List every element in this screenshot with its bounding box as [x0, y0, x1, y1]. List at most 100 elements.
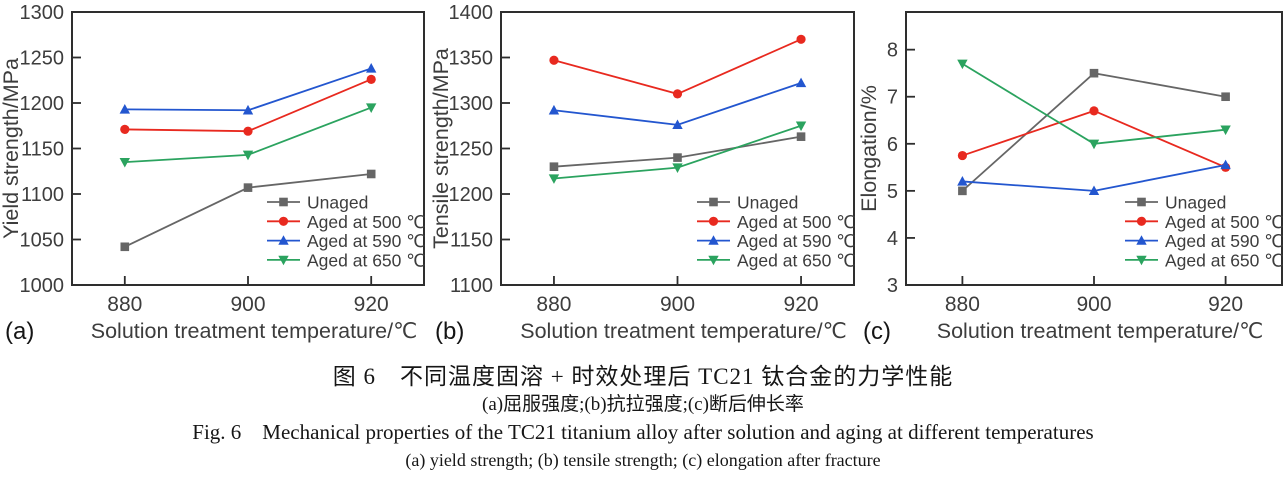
circle-marker — [243, 126, 253, 136]
x-tick-label: 900 — [1076, 293, 1111, 316]
caption-zh-subtitle: (a)屈服强度;(b)抗拉强度;(c)断后伸长率 — [482, 394, 804, 415]
y-tick-label: 1250 — [20, 48, 65, 70]
elongation-chart: 3 4 5 6 7 8 880 900 920 Elongation/% Solution trea… — [858, 11, 1284, 345]
triangle-up-marker — [708, 235, 719, 245]
y-tick-label: 7 — [887, 87, 898, 109]
triangle-down-marker — [672, 163, 683, 174]
y-axis-title: Tensile strength/MPa — [430, 48, 453, 249]
x-tick-label: 920 — [354, 293, 389, 316]
triangle-down-marker — [278, 255, 289, 266]
caption-zh-title: 图 6 不同温度固溶 + 时效处理后 TC21 钛合金的力学性能 — [332, 364, 954, 389]
legend-label-aged-at-650: Aged at 650 ℃ — [737, 250, 856, 270]
triangle-up-marker — [119, 103, 130, 114]
triangle-up-marker — [795, 77, 807, 88]
y-tick-label: 1250 — [449, 139, 494, 161]
square-marker — [709, 197, 718, 207]
triangle-down-marker — [119, 157, 130, 168]
triangle-up-marker — [278, 235, 289, 245]
x-axis-title: Solution treatment temperature/℃ — [91, 319, 418, 343]
y-tick-label: 1100 — [450, 275, 493, 297]
y-tick-label: 1050 — [20, 230, 65, 252]
series-line-aged-at-590 — [553, 82, 802, 126]
square-marker — [366, 169, 376, 179]
x-tick-label: 880 — [945, 293, 980, 316]
circle-marker — [120, 124, 130, 134]
chart-panel-b: 1100 1150 1200 1250 1300 1350 1400 880 900 920 Ten… — [430, 0, 858, 345]
legend-label-aged-at-590: Aged at 590 ℃ — [1165, 231, 1284, 251]
charts-row: 1000 1050 1100 1150 1200 1250 1300 880 900 920 Yie… — [0, 0, 1284, 345]
y-tick-label: 1150 — [21, 139, 64, 161]
y-axis-title: Yield strength/MPa — [0, 58, 23, 239]
x-axis-title: Solution treatment temperature/℃ — [520, 319, 847, 343]
legend-label-aged-at-500: Aged at 500 ℃ — [737, 212, 856, 232]
series-line-aged-at-590 — [124, 67, 372, 112]
tensile-strength-chart: 1100 1150 1200 1250 1300 1350 1400 880 900 920 Ten… — [430, 2, 856, 345]
triangle-up-marker — [1088, 185, 1100, 196]
square-marker — [1137, 197, 1146, 207]
square-marker — [1089, 68, 1099, 78]
y-axis-title: Elongation/% — [858, 85, 881, 212]
triangle-down-marker — [1136, 255, 1147, 266]
square-marker — [243, 183, 253, 192]
square-marker — [120, 242, 130, 252]
x-tick-label: 900 — [230, 293, 265, 316]
triangle-up-marker — [548, 104, 560, 115]
series-line-aged-at-500 — [962, 109, 1226, 169]
square-marker — [549, 162, 559, 171]
y-tick-label: 1300 — [20, 2, 65, 24]
y-tick-label: 5 — [887, 181, 898, 203]
square-marker — [958, 186, 967, 196]
legend-label-aged-at-500: Aged at 500 ℃ — [1165, 212, 1284, 232]
panel-label: (c) — [863, 318, 891, 345]
x-tick-label: 900 — [660, 293, 695, 316]
triangle-up-marker — [1220, 159, 1231, 170]
triangle-up-marker — [957, 176, 968, 186]
legend-label-aged-at-590: Aged at 590 ℃ — [737, 231, 856, 251]
circle-marker — [366, 74, 376, 84]
panel-label: (a) — [5, 318, 34, 345]
y-tick-label: 3 — [887, 275, 898, 297]
y-tick-label: 1000 — [20, 275, 65, 297]
triangle-down-marker — [548, 174, 560, 184]
caption-en-title: Fig. 6 Mechanical properties of the TC21… — [192, 420, 1094, 444]
y-tick-label: 1200 — [20, 93, 65, 115]
circle-marker — [957, 150, 967, 161]
triangle-up-marker — [242, 104, 254, 115]
circle-marker — [796, 34, 806, 44]
x-tick-label: 880 — [107, 293, 142, 316]
circle-marker — [278, 216, 289, 226]
square-marker — [796, 132, 806, 141]
square-marker — [1221, 92, 1230, 102]
y-tick-label: 1100 — [21, 184, 64, 206]
chart-panel-a: 1000 1050 1100 1150 1200 1250 1300 880 900 920 Yie… — [0, 0, 430, 345]
square-marker — [279, 197, 288, 207]
legend-label-aged-at-650: Aged at 650 ℃ — [307, 250, 426, 270]
figure-caption: 图 6 不同温度固溶 + 时效处理后 TC21 钛合金的力学性能 (a)屈服强度… — [0, 345, 1286, 473]
circle-marker — [708, 216, 719, 226]
caption-en-subtitle: (a) yield strength; (b) tensile strength… — [405, 450, 881, 470]
y-tick-label: 1200 — [449, 184, 494, 206]
legend-label-unaged: Unaged — [307, 193, 368, 213]
yield-strength-chart: 1000 1050 1100 1150 1200 1250 1300 880 900 920 Yie… — [0, 2, 426, 345]
triangle-down-marker — [366, 103, 377, 113]
circle-marker — [1089, 106, 1099, 116]
x-tick-label: 880 — [536, 293, 571, 316]
circle-marker — [672, 89, 683, 99]
y-tick-label: 1300 — [449, 93, 494, 115]
y-tick-label: 1400 — [449, 2, 494, 24]
x-tick-label: 920 — [784, 293, 819, 316]
legend-label-aged-at-590: Aged at 590 ℃ — [307, 231, 426, 251]
x-axis-title: Solution treatment temperature/℃ — [937, 319, 1264, 343]
square-marker — [673, 153, 682, 162]
y-tick-label: 1150 — [450, 230, 493, 252]
triangle-down-marker — [708, 255, 719, 266]
legend-label-aged-at-500: Aged at 500 ℃ — [307, 212, 426, 232]
legend-label-unaged: Unaged — [737, 193, 798, 213]
triangle-up-marker — [366, 63, 377, 73]
circle-marker — [549, 55, 559, 65]
panel-label: (b) — [435, 318, 464, 345]
